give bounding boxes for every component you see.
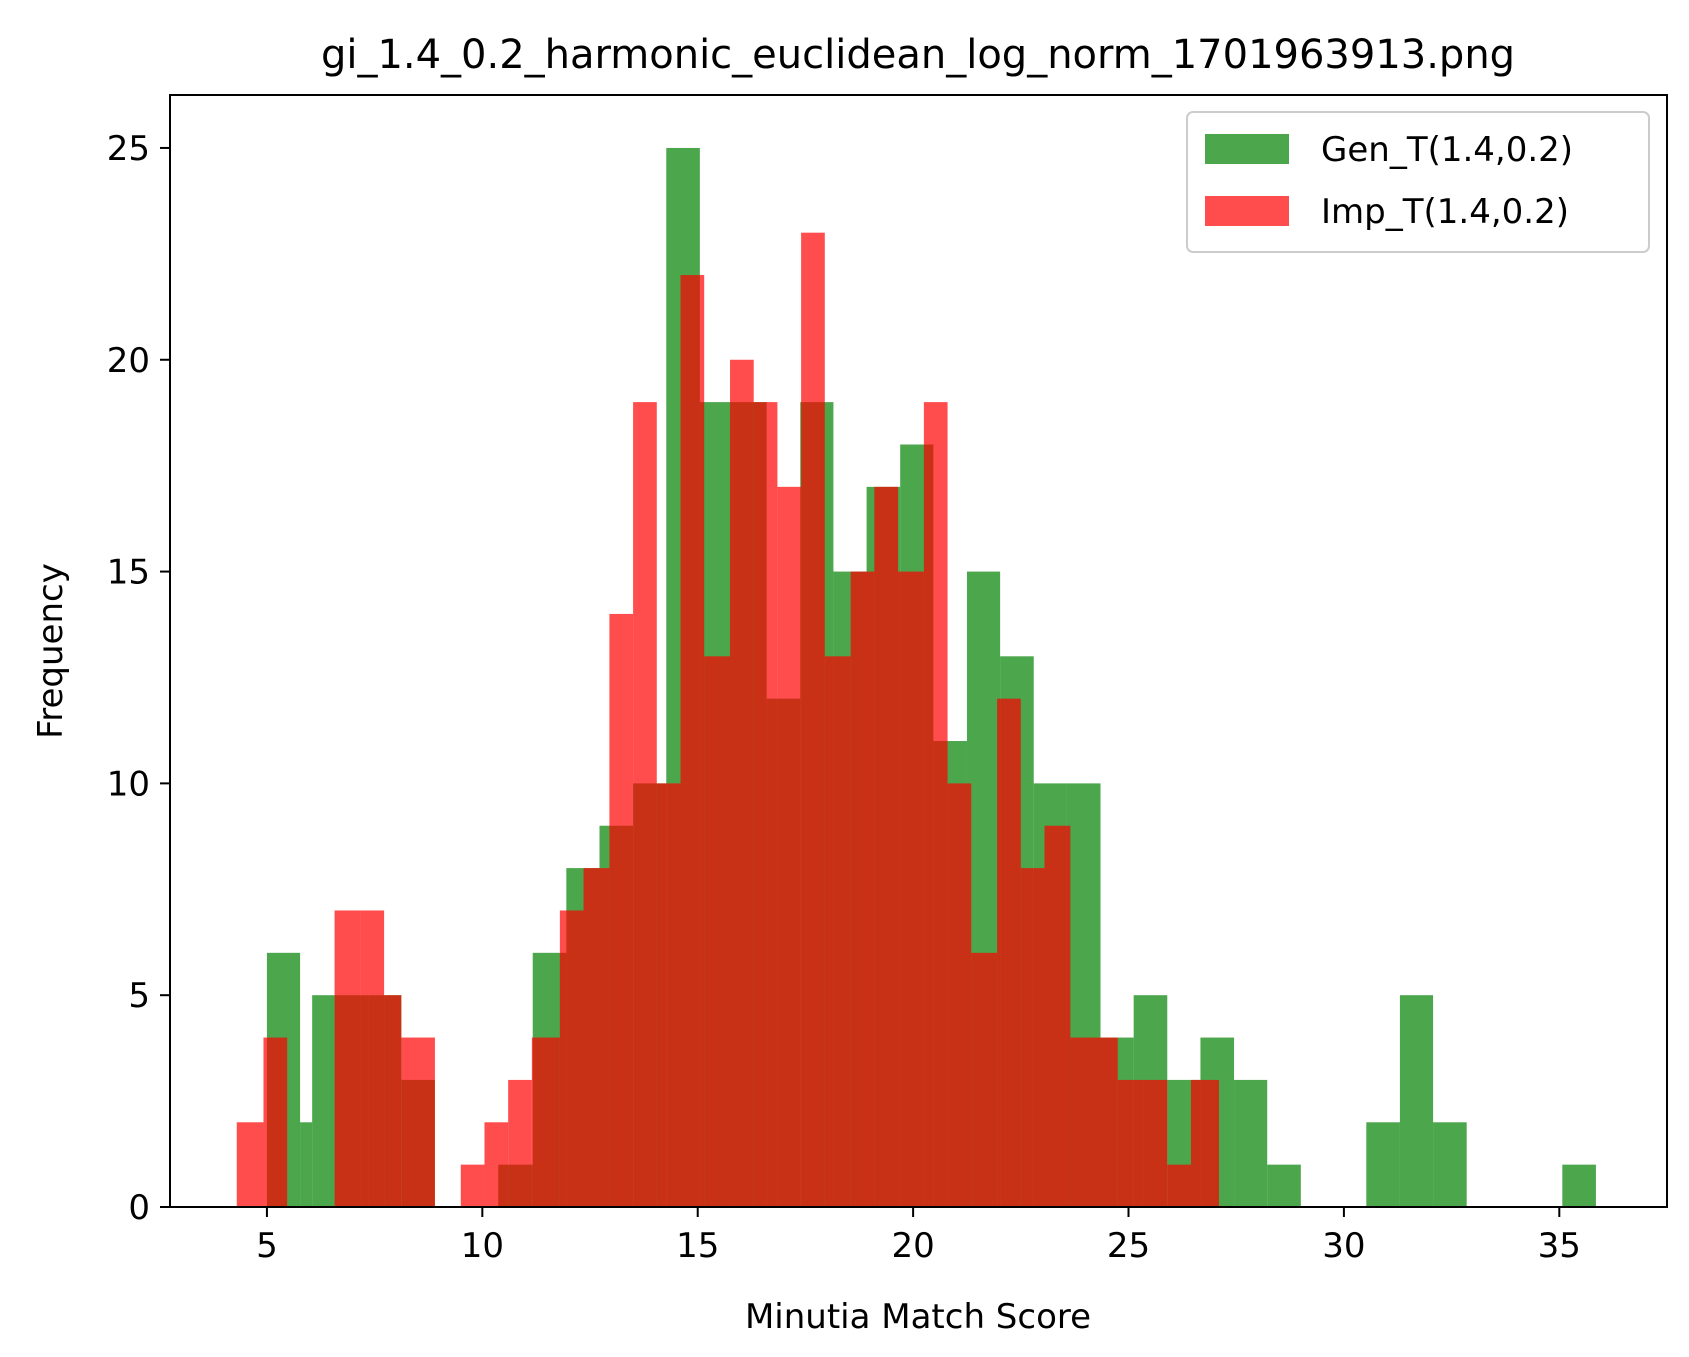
bar-series-1-bin-14: [609, 613, 634, 1207]
bar-series-1-bin-30: [997, 698, 1021, 1207]
bar-series-1-bin-25: [874, 486, 899, 1208]
x-axis: 5 10 15 20 25 30 35: [256, 1207, 1581, 1266]
bar-series-1-bin-0: [236, 1122, 264, 1207]
bar-series-1-bin-31: [1020, 868, 1045, 1207]
bar-series-0-bin-2: [312, 995, 335, 1207]
legend-swatch-0: [1205, 134, 1289, 164]
bar-series-0-bin-32: [1433, 1122, 1467, 1207]
bar-series-0-bin-1: [300, 1122, 313, 1207]
legend-swatch-1: [1205, 196, 1289, 226]
legend-box: [1186, 111, 1650, 253]
bar-series-1-bin-26: [898, 571, 924, 1207]
chart-title: gi_1.4_0.2_harmonic_euclidean_log_norm_1…: [321, 32, 1515, 78]
bar-series-1-bin-29: [971, 952, 998, 1207]
bar-series-1-bin-4: [334, 910, 361, 1207]
bar-series-1-bin-33: [1070, 1037, 1095, 1207]
y-tick-label: 20: [107, 341, 150, 381]
bar-series-1-bin-13: [583, 868, 610, 1207]
bar-series-1-bin-28: [947, 783, 972, 1207]
bar-series-1-bin-34: [1094, 1037, 1118, 1207]
y-tick-label: 5: [128, 976, 150, 1016]
x-tick-label: 5: [256, 1226, 278, 1266]
bar-series-1-bin-11: [531, 1037, 560, 1207]
bar-series-1-bin-38: [1190, 1079, 1219, 1207]
bar-series-1-bin-27: [923, 402, 948, 1207]
bar-series-0-bin-33: [1562, 1164, 1596, 1207]
bar-series-0-bin-28: [1234, 1079, 1268, 1207]
y-axis-label: Frequency: [31, 563, 71, 739]
bar-series-1-bin-7: [401, 1037, 435, 1207]
y-tick-label: 25: [107, 129, 150, 169]
bar-series-1-bin-36: [1143, 1079, 1168, 1207]
bar-series-1-bin-18: [704, 656, 731, 1207]
x-tick-label: 30: [1322, 1226, 1365, 1266]
bar-series-1-bin-17: [680, 275, 705, 1207]
y-axis: 0 5 10 15 20 25: [107, 129, 170, 1228]
bar-series-1-bin-15: [633, 402, 657, 1207]
bar-series-1-bin-24: [850, 571, 875, 1207]
legend-label-0: Gen_T(1.4,0.2): [1321, 130, 1573, 170]
bar-series-0-bin-29: [1267, 1164, 1301, 1207]
bar-series-1-bin-23: [824, 656, 851, 1207]
series-1-bars: [236, 232, 1219, 1208]
bar-series-1-bin-1: [263, 1037, 288, 1207]
legend: Gen_T(1.4,0.2) Imp_T(1.4,0.2): [1186, 111, 1650, 253]
x-tick-label: 10: [461, 1226, 504, 1266]
bar-series-1-bin-10: [508, 1079, 532, 1207]
y-tick-label: 10: [107, 764, 150, 804]
y-tick-label: 0: [128, 1188, 150, 1228]
x-tick-label: 15: [676, 1226, 719, 1266]
bar-series-1-bin-19: [730, 359, 754, 1207]
bar-series-1-bin-21: [777, 486, 802, 1208]
bar-series-1-bin-9: [484, 1122, 509, 1207]
bar-series-1-bin-37: [1167, 1164, 1191, 1207]
x-axis-label: Minutia Match Score: [745, 1297, 1091, 1337]
bar-series-1-bin-22: [801, 232, 825, 1207]
bar-series-1-bin-5: [360, 910, 385, 1207]
bar-series-0-bin-31: [1399, 995, 1434, 1207]
bars-layer: [236, 147, 1596, 1208]
bar-series-1-bin-35: [1117, 1079, 1144, 1207]
bar-series-1-bin-6: [384, 995, 402, 1207]
y-tick-label: 15: [107, 553, 150, 593]
bar-series-1-bin-12: [559, 910, 584, 1207]
plot-frame: [169, 94, 1668, 1208]
x-tick-label: 35: [1538, 1226, 1581, 1266]
x-tick-label: 20: [891, 1226, 934, 1266]
bar-series-1-bin-32: [1044, 825, 1071, 1207]
bar-series-1-bin-16: [656, 783, 681, 1207]
bar-series-0-bin-30: [1366, 1122, 1400, 1207]
x-tick-label: 25: [1107, 1226, 1150, 1266]
bar-series-1-bin-20: [753, 402, 778, 1207]
legend-label-1: Imp_T(1.4,0.2): [1321, 192, 1569, 232]
bar-series-1-bin-8: [460, 1164, 485, 1207]
